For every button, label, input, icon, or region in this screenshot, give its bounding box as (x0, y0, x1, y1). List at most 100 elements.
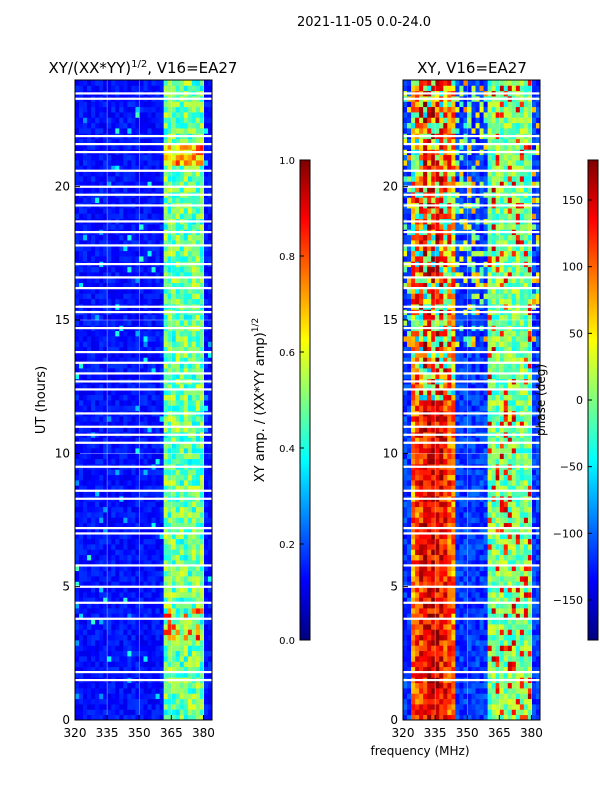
left-heatmap-cell (107, 507, 111, 513)
left-heatmap-cell (192, 80, 196, 86)
left-heatmap-cell (160, 400, 164, 406)
left-heatmap-cell (172, 213, 176, 219)
left-heatmap-cell (87, 640, 91, 646)
left-heatmap-cell (164, 123, 168, 129)
left-heatmap-cell (139, 400, 143, 406)
left-heatmap-cell (144, 395, 148, 401)
left-flagged-row (75, 434, 212, 436)
right-heatmap-cell (467, 683, 471, 689)
left-heatmap-cell (83, 128, 87, 134)
left-heatmap-cell (188, 197, 192, 203)
left-heatmap-cell (156, 645, 160, 651)
left-heatmap-cell (144, 501, 148, 507)
left-heatmap-cell (91, 341, 95, 347)
right-heatmap-cell (500, 656, 504, 662)
left-heatmap-cell (156, 459, 160, 465)
left-heatmap-cell (115, 608, 119, 614)
right-heatmap-cell (484, 709, 488, 715)
left-heatmap-cell (99, 704, 103, 710)
left-heatmap-cell (184, 117, 188, 123)
left-heatmap-cell (180, 507, 184, 513)
left-heatmap-cell (139, 80, 143, 86)
right-heatmap-cell (500, 629, 504, 635)
left-heatmap-cell (184, 549, 188, 555)
left-heatmap-cell (119, 320, 123, 326)
left-heatmap-cell (180, 197, 184, 203)
left-heatmap-cell (95, 123, 99, 129)
left-heatmap-cell (156, 704, 160, 710)
right-heatmap-cell (419, 635, 423, 641)
left-heatmap-cell (119, 507, 123, 513)
left-heatmap-cell (115, 405, 119, 411)
left-heatmap-cell (107, 208, 111, 214)
left-heatmap-cell (188, 709, 192, 715)
left-heatmap-cell (111, 176, 115, 182)
left-heatmap-cell (115, 688, 119, 694)
left-heatmap-cell (119, 80, 123, 86)
left-heatmap-cell (192, 555, 196, 561)
left-heatmap-cell (204, 341, 208, 347)
left-heatmap-cell (172, 459, 176, 465)
right-heatmap-cell (512, 688, 516, 694)
right-heatmap-cell (532, 693, 536, 699)
left-heatmap-cell (196, 453, 200, 459)
left-heatmap-cell (75, 320, 79, 326)
right-heatmap-cell (443, 635, 447, 641)
left-heatmap-cell (95, 699, 99, 705)
right-heatmap-cell (451, 629, 455, 635)
left-heatmap-cell (180, 213, 184, 219)
left-heatmap-cell (204, 624, 208, 630)
right-heatmap-cell (512, 704, 516, 710)
left-heatmap-cell (127, 117, 131, 123)
left-heatmap-cell (95, 101, 99, 107)
left-heatmap-cell (176, 576, 180, 582)
left-heatmap-cell (160, 501, 164, 507)
left-heatmap-cell (107, 235, 111, 241)
right-heatmap-cell (447, 688, 451, 694)
left-heatmap-cell (144, 512, 148, 518)
right-heatmap-cell (492, 704, 496, 710)
left-heatmap-cell (139, 256, 143, 262)
left-heatmap-cell (91, 549, 95, 555)
left-heatmap-cell (107, 448, 111, 454)
left-heatmap-cell (95, 405, 99, 411)
right-heatmap-cell (403, 635, 407, 641)
left-heatmap-cell (107, 331, 111, 337)
right-heatmap-cell (439, 704, 443, 710)
left-heatmap-cell (144, 661, 148, 667)
left-heatmap-cell (95, 512, 99, 518)
left-heatmap-cell (192, 197, 196, 203)
left-heatmap-cell (119, 155, 123, 161)
right-heatmap-cell (435, 635, 439, 641)
left-heatmap-cell (95, 576, 99, 582)
left-heatmap-cell (115, 251, 119, 257)
left-heatmap-cell (87, 517, 91, 523)
left-heatmap-cell (176, 555, 180, 561)
left-heatmap-cell (204, 555, 208, 561)
left-heatmap-cell (180, 453, 184, 459)
left-heatmap-cell (115, 709, 119, 715)
left-heatmap-cell (99, 112, 103, 118)
left-heatmap-cell (115, 469, 119, 475)
left-heatmap-cell (180, 235, 184, 241)
left-heatmap-cell (176, 256, 180, 262)
left-heatmap-cell (184, 336, 188, 342)
left-heatmap-cell (123, 699, 127, 705)
left-heatmap-cell (139, 683, 143, 689)
left-heatmap-cell (75, 155, 79, 161)
left-heatmap-cell (95, 635, 99, 641)
left-heatmap-cell (164, 539, 168, 545)
right-heatmap-cell (472, 651, 476, 657)
left-heatmap-cell (176, 683, 180, 689)
left-heatmap-cell (156, 576, 160, 582)
left-heatmap-cell (111, 507, 115, 513)
left-heatmap-cell (99, 459, 103, 465)
right-heatmap-cell (492, 624, 496, 630)
left-heatmap-cell (148, 224, 152, 230)
left-heatmap-cell (95, 112, 99, 118)
left-heatmap-cell (188, 320, 192, 326)
left-heatmap-cell (75, 251, 79, 257)
left-flagged-row (75, 527, 212, 529)
left-heatmap-cell (79, 501, 83, 507)
left-heatmap-cell (107, 341, 111, 347)
